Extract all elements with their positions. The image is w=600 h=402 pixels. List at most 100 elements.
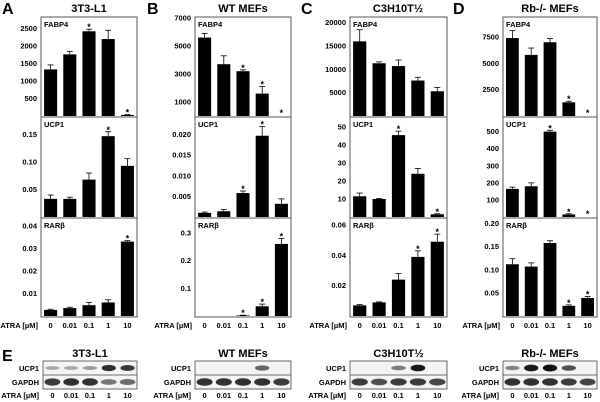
bar <box>562 214 576 217</box>
bar <box>506 188 519 217</box>
ucp1-band <box>524 364 539 372</box>
panel-frame <box>40 16 138 318</box>
blot-lane-label: 0 <box>203 391 207 400</box>
significance-star: * <box>586 108 590 118</box>
y-tick-label: 1000 <box>20 77 37 86</box>
panel-letter: B <box>147 1 159 18</box>
y-tick-label: 3000 <box>174 70 191 79</box>
blot-title: 3T3-L1 <box>72 348 107 360</box>
panel-letter: A <box>2 1 14 18</box>
gene-label: RARβ <box>198 221 219 230</box>
bar <box>44 69 58 116</box>
bar <box>120 241 134 316</box>
y-tick-label: 0.02 <box>331 281 346 290</box>
panel-frame <box>502 16 598 318</box>
blot-row-label: UCP1 <box>19 364 39 373</box>
significance-star: * <box>126 108 130 118</box>
panel-title: WT MEFs <box>218 3 268 15</box>
ucp1-band <box>45 366 60 370</box>
x-axis-label: ATRA [µM] <box>462 321 500 330</box>
y-tick-label: 0.010 <box>172 171 191 180</box>
y-tick-label: 0.15 <box>22 130 37 139</box>
gapdh-band <box>579 378 596 386</box>
y-tick-label: 0.04 <box>331 251 346 260</box>
y-tick-label: 5000 <box>482 59 499 68</box>
gene-label: UCP1 <box>198 120 218 129</box>
bar <box>236 193 250 217</box>
gene-label: RARβ <box>506 221 527 230</box>
significance-star: * <box>280 231 284 241</box>
significance-star: * <box>586 290 590 300</box>
y-tick-label: 0.05 <box>22 185 37 194</box>
bar <box>506 38 519 117</box>
bar <box>274 243 288 316</box>
significance-star: * <box>260 80 264 90</box>
bar <box>120 114 134 116</box>
blot-lane-label: 1 <box>567 391 571 400</box>
blot-title: C3H10T½ <box>373 348 423 360</box>
gapdh-band <box>523 378 540 386</box>
gapdh-band <box>82 378 98 386</box>
blot-x-axis-label: ATRA [µM] <box>308 391 346 400</box>
blot-x-axis-label: ATRA [µM] <box>153 391 191 400</box>
x-tick-label: 0 <box>203 321 207 330</box>
bar <box>236 71 250 116</box>
x-tick-label: 0.01 <box>372 321 387 330</box>
significance-star: * <box>260 120 264 130</box>
x-tick-label: 0 <box>358 321 362 330</box>
blot-title: WT MEFs <box>218 348 268 360</box>
bar <box>543 131 557 217</box>
gapdh-band <box>351 378 368 386</box>
significance-star: * <box>241 63 245 73</box>
significance-star: * <box>87 22 91 32</box>
y-tick-label: 500 <box>486 127 499 136</box>
bar <box>217 211 231 217</box>
y-tick-label: 7000 <box>174 14 191 23</box>
gapdh-band <box>273 378 290 386</box>
x-axis-label: ATRA [µM] <box>309 321 347 330</box>
bar <box>411 173 425 217</box>
y-tick-label: 0.3 <box>181 228 191 237</box>
significance-star: * <box>436 207 440 217</box>
y-tick-label: 2500 <box>20 24 37 33</box>
blot-lane-label: 0.01 <box>216 391 231 400</box>
significance-star: * <box>436 227 440 237</box>
blot-lane-label: 1 <box>416 391 420 400</box>
gapdh-band <box>215 378 232 386</box>
bar <box>236 315 250 316</box>
panel-letter: C <box>301 1 313 18</box>
x-tick-label: 0 <box>49 321 53 330</box>
bar <box>391 279 406 316</box>
panel-frame <box>349 16 448 318</box>
ucp1-band <box>254 365 270 371</box>
bar <box>44 309 58 316</box>
gapdh-band <box>390 378 407 386</box>
bar <box>255 306 269 316</box>
y-tick-label: 0.06 <box>331 221 346 230</box>
blot-lane-label: 0.01 <box>372 391 387 400</box>
bar <box>524 54 538 116</box>
ucp1-band <box>82 365 98 371</box>
blot-lane-label: 10 <box>433 391 441 400</box>
y-tick-label: 40 <box>338 141 346 150</box>
y-tick-label: 0.02 <box>22 266 37 275</box>
y-tick-label: 30 <box>338 159 346 168</box>
blot-lane-label: 0.1 <box>238 391 248 400</box>
blot-row-label: UCP1 <box>479 364 499 373</box>
blot-lane-label: 0.1 <box>393 391 403 400</box>
panel-letter: E <box>2 348 13 365</box>
ucp1-band <box>120 364 135 372</box>
significance-star: * <box>126 234 130 244</box>
blot-row-label: UCP1 <box>326 364 346 373</box>
gene-label: RARβ <box>353 221 374 230</box>
y-tick-label: 15000 <box>325 42 346 51</box>
significance-star: * <box>260 297 264 307</box>
y-tick-label: 1500 <box>20 59 37 68</box>
bar <box>543 42 557 117</box>
y-tick-label: 0.15 <box>484 242 499 251</box>
y-tick-label: 0.2 <box>181 256 191 265</box>
x-tick-label: 1 <box>416 321 420 330</box>
blot-lane-label: 0.1 <box>545 391 555 400</box>
blot-lane-label: 0 <box>358 391 362 400</box>
gapdh-band <box>254 378 271 386</box>
